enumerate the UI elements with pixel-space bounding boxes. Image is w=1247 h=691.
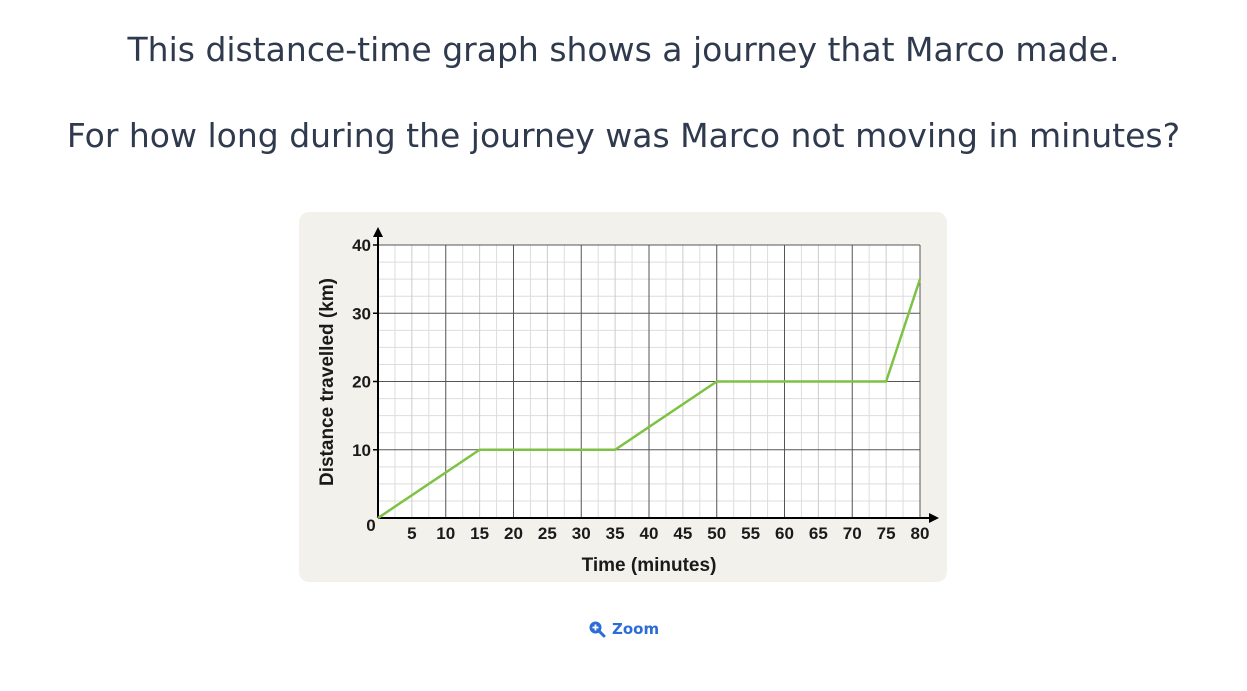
x-tick-labels: 0 5 10 15 20 25 30 35 40 45 50 55 60 65 70 75 80: [366, 516, 929, 543]
x-tick-label: 5: [407, 524, 416, 543]
x-tick-label: 65: [809, 524, 828, 543]
x-tick-label: 75: [877, 524, 896, 543]
x-tick-label: 60: [775, 524, 794, 543]
x-tick-label: 40: [640, 524, 659, 543]
x-tick-label: 45: [673, 524, 692, 543]
graph-card: 0 5 10 15 20 25 30 35 40 45 50 55 60 65 70 75 80 10 20 30 4…: [299, 212, 947, 582]
x-tick-label: 80: [911, 524, 930, 543]
y-tick-labels: 10 20 30 40: [352, 236, 371, 460]
x-tick-label: 10: [436, 524, 455, 543]
zoom-label: Zoom: [612, 620, 660, 638]
question-prompt: For how long during the journey was Marc…: [66, 116, 1181, 155]
y-axis-arrow: [373, 227, 383, 237]
x-tick-label: 35: [606, 524, 625, 543]
x-tick-label: 30: [572, 524, 591, 543]
question-intro: This distance-time graph shows a journey…: [127, 30, 1120, 69]
x-tick-label: 25: [538, 524, 557, 543]
axes: [373, 227, 939, 523]
distance-time-chart: 0 5 10 15 20 25 30 35 40 45 50 55 60 65 70 75 80 10 20 30 4…: [317, 227, 939, 576]
x-tick-label: 0: [366, 516, 375, 535]
x-tick-label: 55: [741, 524, 760, 543]
series-group: [377, 278, 922, 520]
zoom-in-icon: [589, 621, 606, 638]
y-tick-label: 10: [352, 441, 371, 460]
y-tick-label: 40: [352, 236, 371, 255]
x-tick-label: 20: [504, 524, 523, 543]
journey-line: [377, 278, 922, 520]
y-axis-label: Distance travelled (km): [317, 278, 338, 486]
x-tick-label: 70: [843, 524, 862, 543]
y-tick-label: 20: [352, 373, 371, 392]
y-tick-label: 30: [352, 304, 371, 323]
x-axis-label: Time (minutes): [582, 555, 717, 576]
major-grid: [378, 244, 921, 518]
zoom-button[interactable]: Zoom: [588, 620, 659, 638]
x-axis-arrow: [929, 513, 939, 523]
x-tick-label: 50: [707, 524, 726, 543]
x-tick-label: 15: [470, 524, 489, 543]
